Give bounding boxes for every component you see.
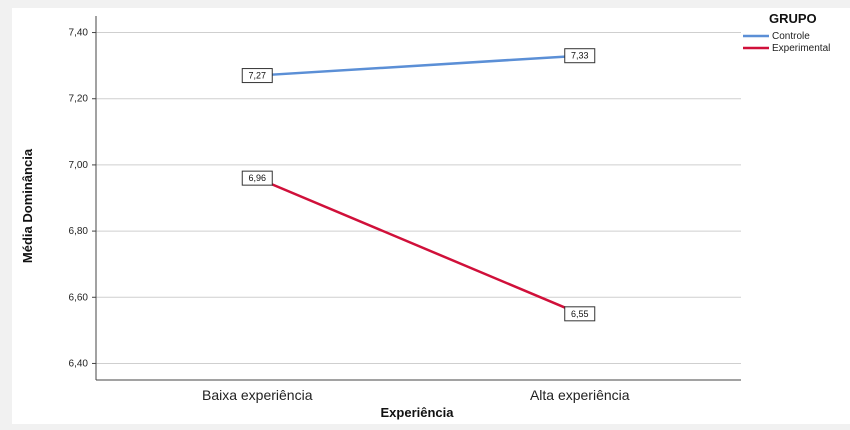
x-category-label: Alta experiência [530, 387, 630, 403]
axes [92, 16, 741, 381]
data-label-box [564, 306, 596, 322]
x-category-labels: Baixa experiência Alta experiência [202, 387, 630, 403]
y-tick-label: 7,40 [69, 28, 89, 39]
data-label: 7,27 [241, 68, 273, 84]
legend-entry-label: Controle [772, 31, 810, 42]
y-tick-label: 6,80 [69, 226, 89, 237]
data-label-box [241, 68, 273, 84]
data-label: 6,96 [241, 170, 273, 186]
y-tick-label: 7,00 [69, 160, 89, 171]
data-labels: 7,27 7,33 6,96 6,55 [241, 48, 596, 322]
series-line-controle [257, 54, 580, 77]
data-label: 7,33 [564, 48, 596, 64]
y-axis-title: Média Dominância [20, 148, 35, 263]
grid-lines [96, 32, 741, 364]
data-label-value: 7,27 [248, 71, 266, 81]
series-line-experimental [256, 176, 581, 315]
legend-title: GRUPO [769, 11, 817, 26]
series-lines [256, 54, 581, 315]
data-label-box [564, 48, 596, 64]
chart-container: 6,40 6,60 6,80 7,00 7,20 7,40 Baixa experiênc… [12, 8, 850, 424]
data-label-value: 6,55 [571, 309, 589, 319]
data-label: 6,55 [564, 306, 596, 322]
x-axis-title: Experiência [381, 405, 455, 420]
y-tick-label: 6,60 [69, 292, 89, 303]
y-tick-labels: 6,40 6,60 6,80 7,00 7,20 7,40 [69, 28, 89, 370]
data-label-value: 6,96 [248, 173, 266, 183]
y-tick-label: 6,40 [69, 358, 89, 369]
y-tick-label: 7,20 [69, 94, 89, 105]
data-label-box [241, 170, 273, 186]
line-chart: 6,40 6,60 6,80 7,00 7,20 7,40 Baixa experiênc… [20, 11, 830, 420]
x-category-label: Baixa experiência [202, 387, 313, 403]
legend-entry-label: Experimental [772, 43, 830, 54]
data-label-value: 7,33 [571, 51, 589, 61]
